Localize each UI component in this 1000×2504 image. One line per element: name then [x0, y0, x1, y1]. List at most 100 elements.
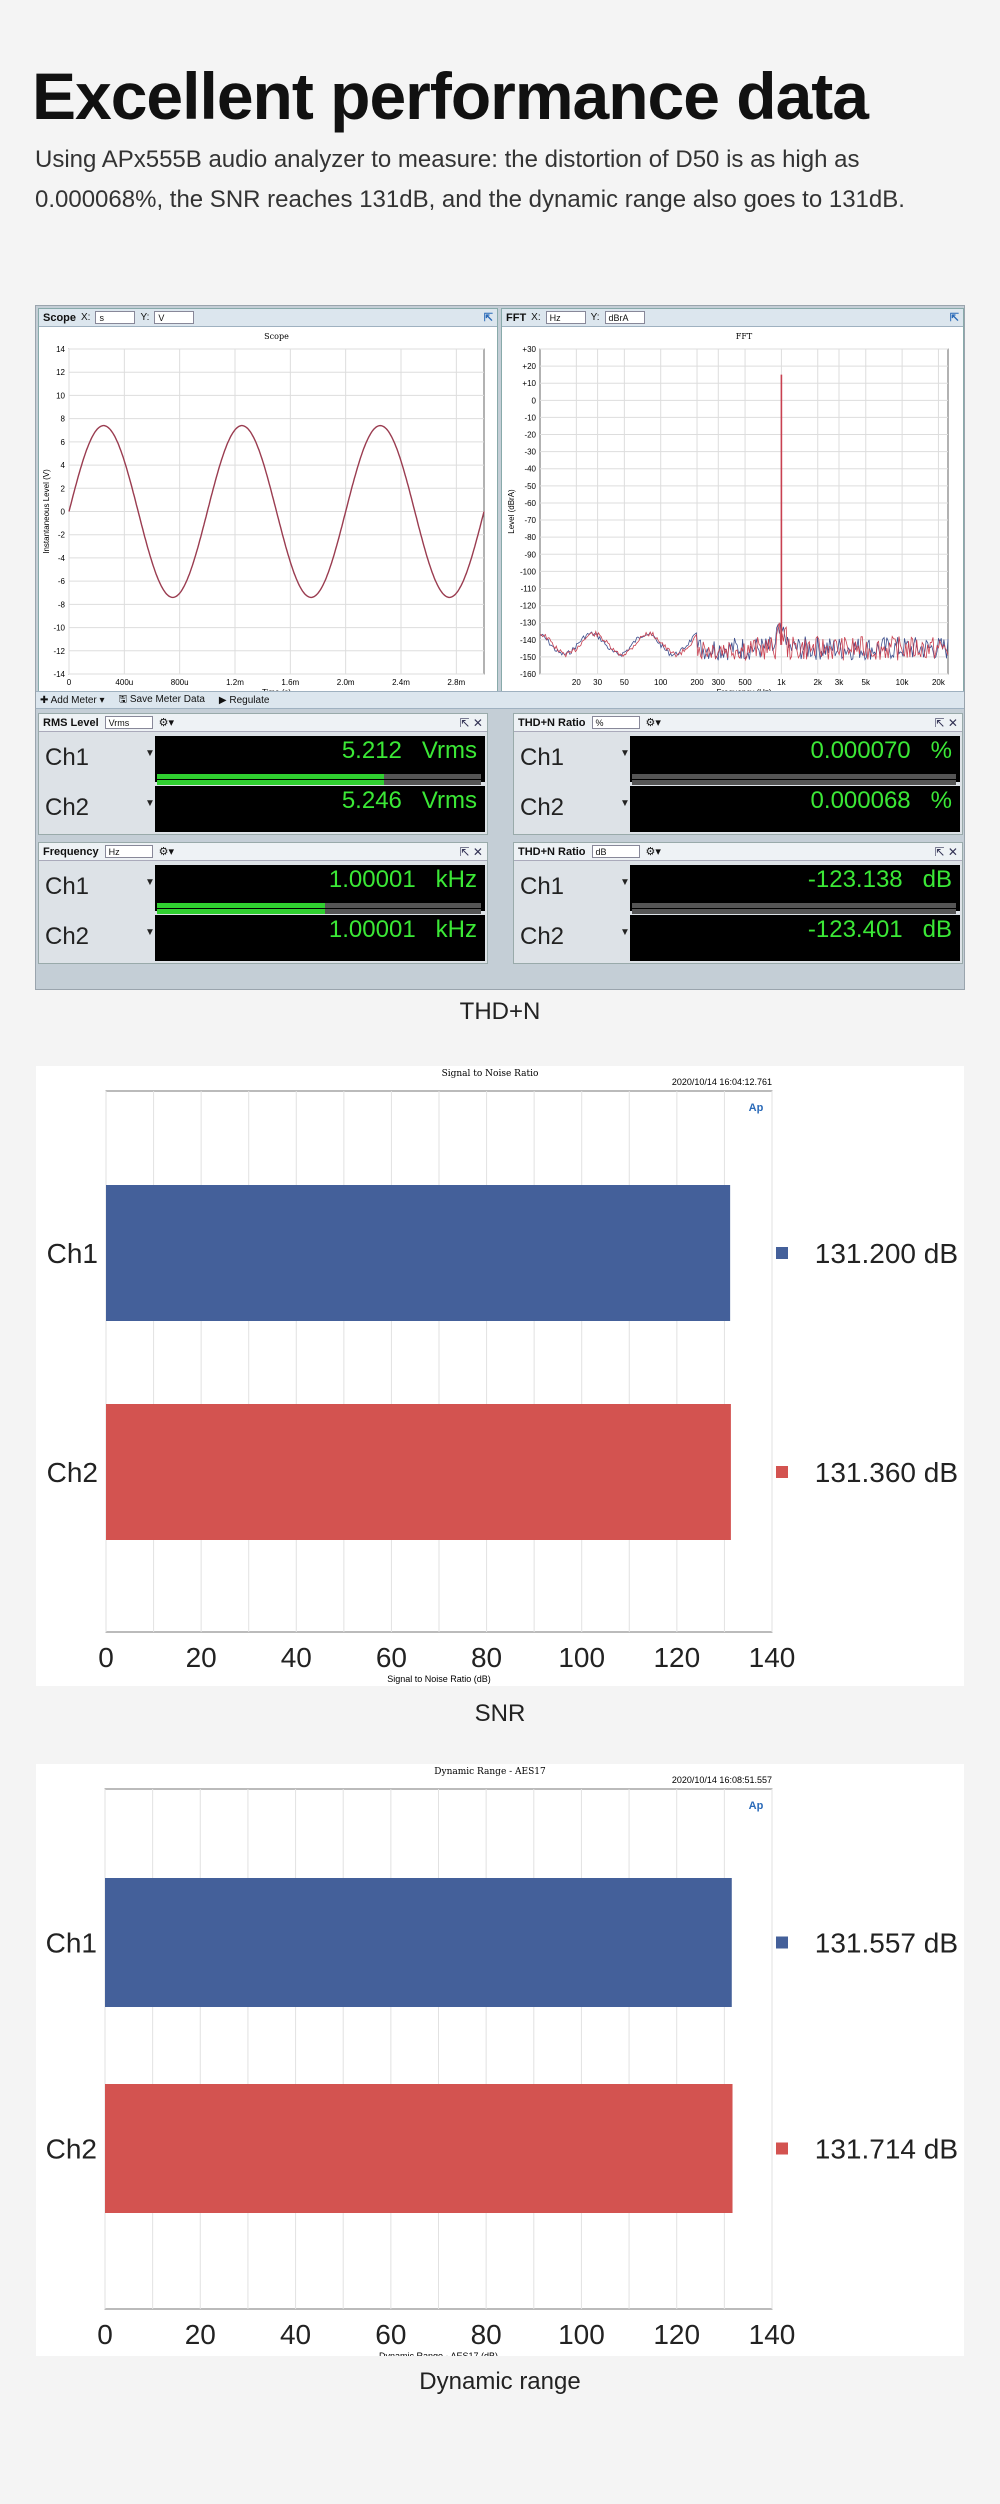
bar-xtick-label: 100 [558, 2319, 605, 2350]
meter-toolbar: ✚ Add Meter ▾ 🖫 Save Meter Data ▶ Regula… [36, 691, 964, 709]
fft-xtick-label: 2k [814, 678, 823, 687]
channel-dropdown-icon[interactable]: ▼ [620, 927, 630, 938]
channel-dropdown-icon[interactable]: ▼ [145, 748, 155, 759]
meter-row: Ch2 ▼ -123.401 dB [514, 909, 964, 963]
save-meter-data-button[interactable]: 🖫 Save Meter Data [118, 693, 205, 705]
meter-level-bar [157, 909, 481, 914]
bar-xtick-label: 120 [653, 1642, 700, 1673]
fft-spectrum-ch2 [539, 622, 949, 662]
meter-close-icon[interactable]: ⇱ ✕ [934, 844, 958, 859]
meter-settings-icon[interactable]: ⚙▾ [158, 717, 175, 729]
meter-close-icon[interactable]: ⇱ ✕ [934, 715, 958, 730]
fft-x-unit-select[interactable]: Hz [545, 311, 586, 324]
meter-level-bar [157, 780, 481, 785]
meter-thd-n-ratio-1: THD+N Ratio % ⚙▾ ⇱ ✕ Ch1 ▼ 0.000070 % Ch2… [513, 713, 963, 835]
bar-xtick-label: 80 [471, 1642, 502, 1673]
bar-value-label: 131.360 dB [815, 1457, 958, 1488]
dynamic-range-chart: Dynamic Range - AES17 2020/10/14 16:08:51… [46, 1767, 958, 2356]
fft-x-label: X: [531, 312, 541, 323]
fft-xtick-label: 10k [896, 678, 910, 687]
scope-x-unit-select[interactable]: s [95, 311, 136, 324]
meter-header: Frequency Hz ⚙▾ ⇱ ✕ [39, 843, 487, 861]
bar-xtick-label: 120 [653, 2319, 700, 2350]
scope-waveform-line [68, 424, 485, 599]
fft-xtick-label: 30 [593, 678, 602, 687]
channel-dropdown-icon[interactable]: ▼ [145, 927, 155, 938]
fft-xtick-label: 100 [654, 678, 668, 687]
scope-ytick-label: 0 [61, 508, 66, 517]
scope-xtick-label: 400u [115, 678, 133, 687]
bar-xtick-label: 40 [280, 2319, 311, 2350]
scope-popout-icon[interactable]: ⇱ [483, 312, 493, 324]
fft-y-unit-select[interactable]: dBrA [604, 311, 645, 324]
bar-ch2 [106, 1404, 731, 1540]
channel-dropdown-icon[interactable]: ▼ [620, 748, 630, 759]
meter-unit-select[interactable]: Vrms [104, 716, 153, 729]
legend-swatch [776, 1247, 788, 1259]
scope-label: Scope [43, 311, 77, 324]
meter-level-bar [157, 774, 481, 779]
meter-unit-select[interactable]: Hz [104, 845, 153, 858]
legend-swatch [776, 1466, 788, 1478]
bar-value-label: 131.200 dB [815, 1238, 958, 1269]
meter-settings-icon[interactable]: ⚙▾ [645, 717, 661, 729]
bar-chart-timestamp: 2020/10/14 16:08:51.557 [672, 1775, 772, 1785]
page-title: Excellent performance data [32, 59, 869, 133]
bar-category-label: Ch1 [47, 1238, 98, 1269]
meter-settings-icon[interactable]: ⚙▾ [158, 846, 175, 858]
meter-unit-select[interactable]: dB [591, 845, 640, 858]
bar-xtick-label: 140 [749, 1642, 796, 1673]
snr-chart-card: Signal to Noise Ratio 2020/10/14 16:04:12… [36, 1066, 964, 1686]
fft-xtick-label: 200 [690, 678, 704, 687]
meter-header: RMS Level Vrms ⚙▾ ⇱ ✕ [39, 714, 487, 732]
channel-dropdown-icon[interactable]: ▼ [145, 877, 155, 888]
meter-level-fill [157, 774, 384, 779]
meter-settings-icon[interactable]: ⚙▾ [645, 846, 661, 858]
meter-close-icon[interactable]: ⇱ ✕ [459, 715, 483, 730]
channel-dropdown-icon[interactable]: ▼ [620, 798, 630, 809]
bar-chart-title: Signal to Noise Ratio [442, 1069, 539, 1079]
meter-display: 1.00001 kHz [155, 909, 485, 961]
dynamic-range-chart-card: Dynamic Range - AES17 2020/10/14 16:08:51… [36, 1764, 964, 2356]
bar-xtick-label: 40 [281, 1642, 312, 1673]
meter-value: 0.000070 % [810, 737, 952, 764]
scope-ytick-label: 14 [56, 345, 65, 354]
meter-channel-label: Ch2 [45, 794, 90, 821]
save-meter-label: Save Meter Data [129, 693, 205, 705]
scope-y-unit-select[interactable]: V [154, 311, 195, 324]
channel-dropdown-icon[interactable]: ▼ [145, 798, 155, 809]
bar-category-label: Ch1 [46, 1928, 97, 1959]
scope-ytick-label: 6 [61, 438, 66, 447]
fft-xtick-label: 5k [862, 678, 871, 687]
fft-plot-area [539, 348, 949, 675]
meter-display: -123.138 dB [630, 865, 960, 911]
snr-chart: Signal to Noise Ratio 2020/10/14 16:04:12… [47, 1069, 958, 1684]
scope-ytick-label: -14 [53, 670, 65, 679]
meter-channel-label: Ch2 [45, 923, 90, 950]
meter-level-bar [632, 903, 956, 908]
scope-ytick-label: -10 [53, 624, 65, 633]
fft-label: FFT [506, 311, 527, 324]
add-meter-button[interactable]: ✚ Add Meter ▾ [40, 694, 105, 706]
fft-ytick-label: 0 [532, 396, 537, 405]
regulate-button[interactable]: ▶ Regulate [218, 694, 270, 706]
meter-unit-select[interactable]: % [591, 716, 640, 729]
bar-xtick-label: 20 [186, 1642, 217, 1673]
fft-popout-icon[interactable]: ⇱ [949, 312, 959, 324]
meter-level-bar [632, 909, 956, 914]
meter-value: 1.00001 kHz [328, 916, 477, 943]
fft-ytick-label: -150 [520, 653, 537, 662]
intro-line-2: 0.000068%, the SNR reaches 131dB, and th… [35, 186, 905, 213]
meter-rms-level-0: RMS Level Vrms ⚙▾ ⇱ ✕ Ch1 ▼ 5.212 Vrms Ch… [38, 713, 488, 835]
meter-title: RMS Level [43, 716, 99, 729]
bar-xtick-label: 100 [558, 1642, 605, 1673]
bar-xtick-label: 20 [185, 2319, 216, 2350]
scope-xtick-label: 2.0m [337, 678, 355, 687]
scope-xtick-label: 1.2m [226, 678, 244, 687]
meter-channel-label: Ch2 [520, 923, 565, 950]
channel-dropdown-icon[interactable]: ▼ [620, 877, 630, 888]
meter-row: Ch1 ▼ 0.000070 % [514, 734, 964, 784]
meter-close-icon[interactable]: ⇱ ✕ [459, 844, 483, 859]
fft-chart-title: FFT [736, 332, 753, 341]
fft-xtick-label: 500 [738, 678, 752, 687]
